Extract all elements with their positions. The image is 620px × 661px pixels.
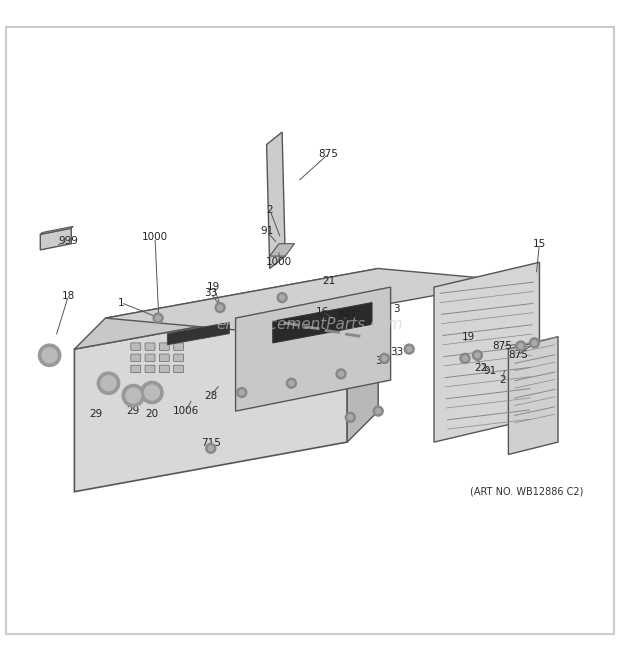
FancyBboxPatch shape <box>159 343 169 350</box>
Text: 29: 29 <box>126 406 140 416</box>
Text: 29: 29 <box>46 347 60 357</box>
Text: 22: 22 <box>474 363 487 373</box>
Text: 715: 715 <box>201 438 221 448</box>
Circle shape <box>277 293 287 303</box>
Circle shape <box>141 381 163 404</box>
Polygon shape <box>273 303 372 343</box>
Circle shape <box>126 388 141 403</box>
Text: 29: 29 <box>89 409 103 419</box>
Polygon shape <box>270 244 294 256</box>
Circle shape <box>376 408 381 414</box>
Polygon shape <box>347 268 378 442</box>
Text: 33: 33 <box>390 347 404 357</box>
FancyBboxPatch shape <box>131 366 141 373</box>
Text: 2: 2 <box>499 375 505 385</box>
Text: 847: 847 <box>337 310 357 320</box>
Text: 16: 16 <box>316 307 329 317</box>
Text: 875: 875 <box>319 149 339 159</box>
Text: 19: 19 <box>461 332 475 342</box>
Circle shape <box>97 372 120 395</box>
Text: 29: 29 <box>142 387 156 397</box>
Polygon shape <box>105 268 515 330</box>
Circle shape <box>144 385 159 400</box>
Circle shape <box>42 348 57 363</box>
Circle shape <box>460 354 470 364</box>
Circle shape <box>463 356 467 361</box>
Text: 1006: 1006 <box>173 406 199 416</box>
Circle shape <box>345 412 355 422</box>
Circle shape <box>239 390 244 395</box>
Circle shape <box>518 344 523 348</box>
Circle shape <box>339 371 343 376</box>
Text: 15: 15 <box>533 239 546 249</box>
Circle shape <box>206 444 216 453</box>
Text: 875: 875 <box>492 341 512 351</box>
Text: 999: 999 <box>58 235 78 246</box>
Polygon shape <box>167 323 229 345</box>
FancyBboxPatch shape <box>6 26 614 635</box>
Circle shape <box>122 385 144 407</box>
Polygon shape <box>40 228 71 250</box>
Text: (ART NO. WB12886 C2): (ART NO. WB12886 C2) <box>471 486 583 496</box>
Circle shape <box>156 315 161 321</box>
FancyBboxPatch shape <box>131 343 141 350</box>
FancyBboxPatch shape <box>174 366 184 373</box>
Text: 1000: 1000 <box>142 233 168 243</box>
Text: 875: 875 <box>508 350 528 360</box>
Text: 19: 19 <box>207 282 221 292</box>
Circle shape <box>472 350 482 360</box>
Circle shape <box>218 305 223 310</box>
Circle shape <box>516 341 526 351</box>
Circle shape <box>373 406 383 416</box>
Polygon shape <box>40 226 73 235</box>
Text: 2: 2 <box>267 205 273 215</box>
Circle shape <box>215 303 225 313</box>
Polygon shape <box>236 287 391 411</box>
Text: 1000: 1000 <box>266 257 292 267</box>
Circle shape <box>153 313 163 323</box>
Text: 91: 91 <box>260 226 273 236</box>
FancyBboxPatch shape <box>174 343 184 350</box>
Polygon shape <box>74 268 378 349</box>
Circle shape <box>404 344 414 354</box>
Text: eReplacementParts.com: eReplacementParts.com <box>216 317 404 332</box>
FancyBboxPatch shape <box>159 354 169 362</box>
Circle shape <box>348 415 353 420</box>
Circle shape <box>379 354 389 364</box>
Polygon shape <box>74 299 347 492</box>
Text: 28: 28 <box>204 391 218 401</box>
Text: 1: 1 <box>118 297 124 307</box>
Circle shape <box>101 375 116 391</box>
Circle shape <box>237 387 247 397</box>
Text: 33: 33 <box>204 288 218 298</box>
Circle shape <box>289 381 294 385</box>
Polygon shape <box>508 336 558 455</box>
Text: 20: 20 <box>145 409 159 419</box>
FancyBboxPatch shape <box>159 366 169 373</box>
Circle shape <box>208 446 213 451</box>
FancyBboxPatch shape <box>145 343 155 350</box>
Polygon shape <box>434 262 539 442</box>
FancyBboxPatch shape <box>145 354 155 362</box>
Circle shape <box>286 378 296 388</box>
FancyBboxPatch shape <box>145 366 155 373</box>
Text: 33: 33 <box>374 356 388 366</box>
FancyBboxPatch shape <box>131 354 141 362</box>
Circle shape <box>407 346 412 352</box>
Circle shape <box>38 344 61 366</box>
FancyBboxPatch shape <box>174 354 184 362</box>
Circle shape <box>529 338 539 348</box>
Circle shape <box>280 295 285 300</box>
Text: 91: 91 <box>483 366 497 376</box>
Circle shape <box>382 356 387 361</box>
Polygon shape <box>515 262 539 442</box>
Circle shape <box>475 353 480 358</box>
Circle shape <box>532 340 537 346</box>
Text: 3: 3 <box>394 304 400 314</box>
Text: 18: 18 <box>61 292 75 301</box>
Polygon shape <box>267 132 285 268</box>
Text: 21: 21 <box>322 276 335 286</box>
Circle shape <box>336 369 346 379</box>
